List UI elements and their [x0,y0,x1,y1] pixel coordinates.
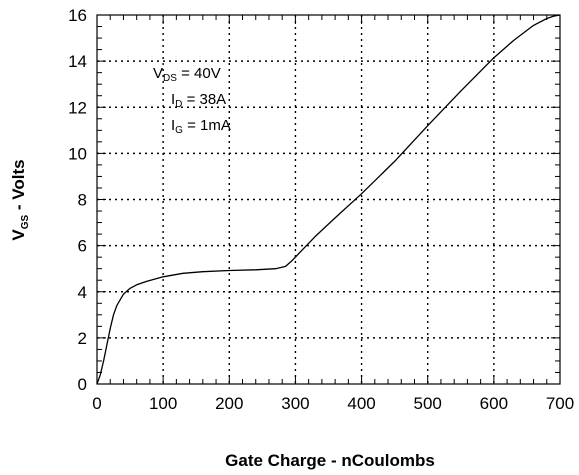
x-tick-label-5: 500 [414,394,442,413]
annotation-ig-sub: G [175,125,183,136]
y-tick-label-4: 8 [78,191,87,210]
y-tick-label-0: 0 [78,375,87,394]
annotation-block: VDS = 40V ID = 38A IG = 1mA [153,65,231,136]
label-layer: 0 100 200 300 400 500 600 700 0 2 4 6 8 10 12 14 16 [68,6,574,413]
x-tick-label-7: 700 [546,394,574,413]
annotation-vds-main: V [153,65,163,82]
y-tick-label-1: 2 [78,329,87,348]
frame-layer [96,14,561,385]
series-line-0 [96,14,561,385]
x-tick-label-4: 400 [347,394,375,413]
annotation-vds-rest: = 40V [177,65,221,82]
annotation-id-sub: D [175,99,182,110]
y-tick-label-3: 6 [78,237,87,256]
y-tick-label-8: 16 [68,6,87,25]
y-tick-label-7: 14 [68,52,87,71]
annotation-id-main: I [171,91,175,108]
x-axis-title: Gate Charge - nCoulombs [225,451,435,470]
x-tick-label-6: 600 [480,394,508,413]
x-tick-label-0: 0 [92,394,101,413]
y-tick-label-5: 10 [68,144,87,163]
y-tick-label-6: 12 [68,98,87,117]
y-axis-title-rest: - Volts [9,159,28,214]
annotation-id: ID = 38A [171,91,226,110]
annotation-ig-main: I [171,117,175,134]
y-axis-title-sub: GS [20,214,31,229]
tick-layer [96,14,561,385]
series-layer [96,14,561,385]
x-tick-label-1: 100 [149,394,177,413]
annotation-ig-rest: = 1mA [183,117,231,134]
x-tick-label-2: 200 [215,394,243,413]
y-axis-title: VGS - Volts [9,159,31,240]
plot-frame [96,14,561,385]
annotation-id-rest: = 38A [182,91,226,108]
x-tick-label-3: 300 [281,394,309,413]
annotation-vds-sub: DS [163,73,177,84]
annotation-vds: VDS = 40V [153,65,221,84]
y-axis-title-main: V [9,229,28,241]
y-tick-label-2: 4 [78,283,87,302]
annotation-ig: IG = 1mA [171,117,231,136]
grid-layer [97,15,560,384]
